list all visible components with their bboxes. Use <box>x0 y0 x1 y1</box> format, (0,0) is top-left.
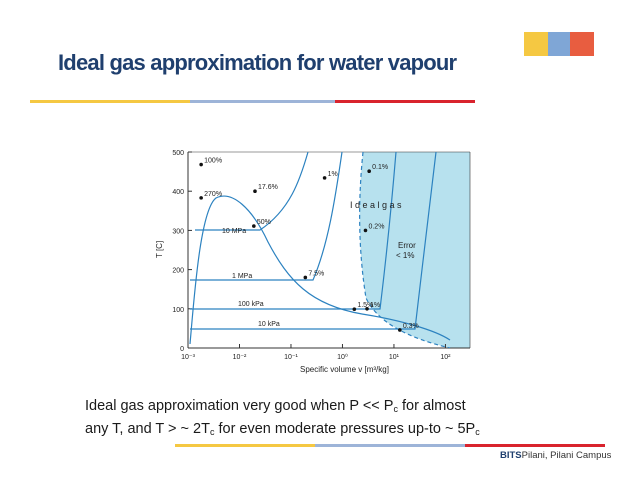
error-point-label: 7.5% <box>308 270 324 277</box>
footer-rule-blue <box>315 444 465 447</box>
isobar-1mpa <box>190 152 343 281</box>
error-point-label: 0.2% <box>368 223 384 230</box>
error-point-label: 17.6% <box>258 184 278 191</box>
isobar-label: 10 MPa <box>222 228 246 235</box>
error-point <box>363 228 368 233</box>
error-label-1: Error <box>398 241 416 250</box>
caption-line-2: any T, and T > ~ 2Tc for even moderate p… <box>85 421 480 437</box>
isobar-label: 100 kPa <box>238 301 264 308</box>
error-point-label: 1.5% <box>357 302 373 309</box>
x-tick-label: 10⁻¹ <box>284 354 298 361</box>
error-point <box>352 307 357 311</box>
slide-title: Ideal gas approximation for water vapour <box>58 50 457 75</box>
header-rule-yellow <box>30 100 190 103</box>
x-tick-label: 10⁻³ <box>181 354 195 361</box>
header-rule-red <box>335 100 475 103</box>
footer-rule-yellow <box>175 444 315 447</box>
ideal-boundary <box>359 152 451 348</box>
y-axis-label: T [C] <box>155 241 164 258</box>
error-point <box>367 169 371 174</box>
y-tick-label: 300 <box>172 228 184 235</box>
error-point <box>398 328 402 332</box>
isobar-label: 10 kPa <box>258 321 280 328</box>
error-point-label: 50% <box>257 219 271 226</box>
x-tick-label: 10⁰ <box>337 353 348 361</box>
saturation-dome <box>189 195 451 345</box>
error-point <box>253 189 257 193</box>
error-point-label: 270% <box>204 191 222 198</box>
footer-brand: BITSPilani, Pilani Campus <box>500 450 612 461</box>
isobar-10mpa <box>195 152 309 231</box>
error-point <box>252 224 256 228</box>
x-axis-label: Specific volume v [m³/kg] <box>300 365 389 374</box>
error-point-label: 1% <box>370 302 380 309</box>
ideal-gas-region <box>359 152 470 348</box>
phase-diagram-chart: 0 100 200 300 400 500 10⁻³ 10⁻² 10⁻¹ 10⁰ 10¹ 10² 1… <box>155 150 471 374</box>
error-point <box>365 307 369 311</box>
error-point <box>199 196 203 200</box>
error-point-label: 0.1% <box>372 164 388 171</box>
caption-line-1: Ideal gas approximation very good when P… <box>85 398 466 414</box>
error-point-label: 0.3% <box>403 323 419 330</box>
isobar-10kpa <box>190 152 437 330</box>
isobar-100kpa <box>190 152 397 310</box>
error-point <box>322 176 327 180</box>
error-label-2: < 1% <box>396 251 414 260</box>
y-tick-label: 200 <box>172 268 184 275</box>
caption: Ideal gas approximation very good when P… <box>85 396 480 442</box>
footer-rule-red <box>465 444 605 447</box>
y-tick-label: 500 <box>172 150 184 157</box>
y-tick-label: 100 <box>172 307 184 314</box>
error-point-label: 1% <box>328 171 338 178</box>
header-rule-blue <box>190 100 335 103</box>
error-point-label: 100% <box>204 158 222 165</box>
region-label: I d e a l g a s <box>350 200 402 210</box>
y-tick-label: 0 <box>180 346 184 353</box>
y-tick-label: 400 <box>172 189 184 196</box>
isobar-label: 1 MPa <box>232 273 252 280</box>
x-tick-label: 10¹ <box>389 354 400 361</box>
x-tick-label: 10⁻² <box>233 354 247 361</box>
error-point <box>199 162 203 167</box>
x-tick-label: 10² <box>440 354 451 361</box>
error-point <box>303 275 308 280</box>
